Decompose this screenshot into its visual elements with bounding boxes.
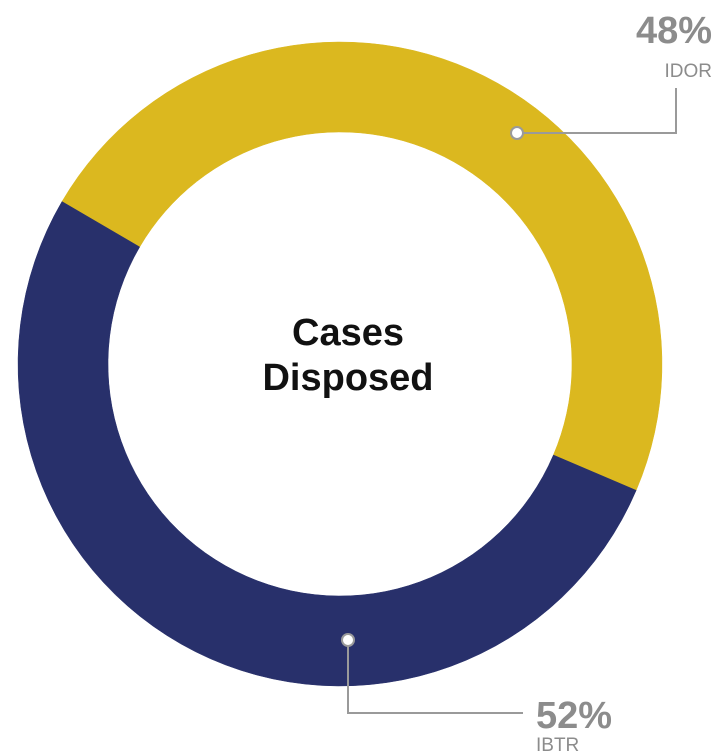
donut-slice-ibtr <box>17 201 637 687</box>
ibtr-leader-dot <box>341 633 355 647</box>
idor-leader-dot <box>510 126 524 140</box>
ibtr-category-label: IBTR <box>536 735 579 755</box>
idor-percent-label: 48% <box>636 10 712 52</box>
ibtr-leader-line <box>347 646 523 714</box>
ibtr-percent-label: 52% <box>536 695 612 737</box>
idor-leader-line <box>517 88 677 134</box>
donut-slices <box>17 41 663 687</box>
center-title-line-2: Disposed <box>262 357 433 399</box>
center-title-line-1: Cases <box>292 312 404 354</box>
idor-category-label: IDOR <box>665 61 713 82</box>
donut-slice-idor <box>61 41 663 491</box>
